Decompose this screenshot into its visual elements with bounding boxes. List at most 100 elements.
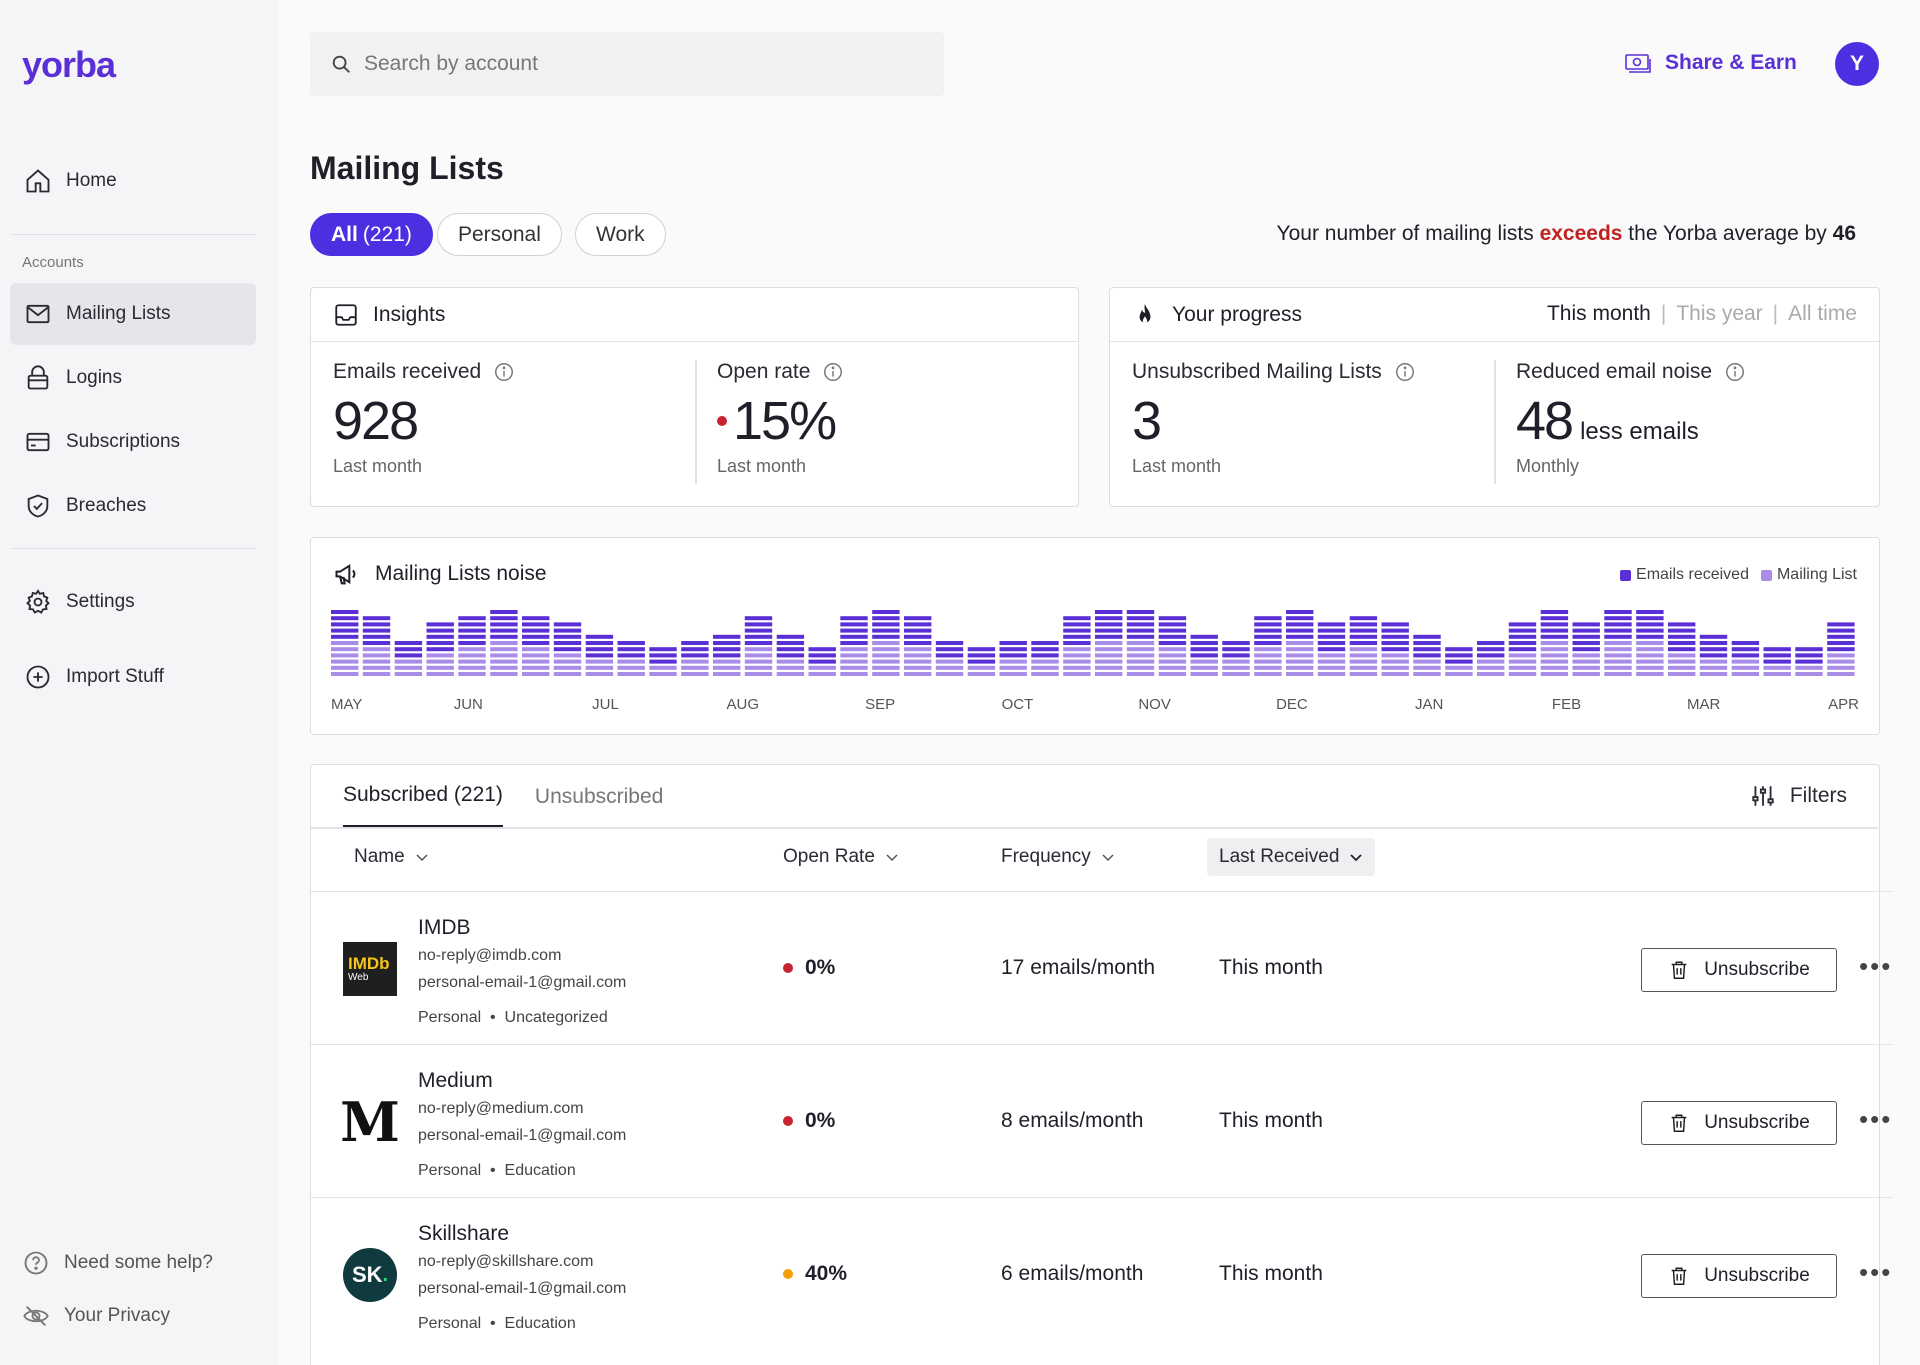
more-options-icon[interactable]: ••• <box>1859 1104 1893 1134</box>
noise-bar[interactable] <box>1063 616 1091 676</box>
noise-bar[interactable] <box>1095 610 1123 676</box>
noise-bar[interactable] <box>1254 616 1282 676</box>
noise-bar[interactable] <box>681 641 709 676</box>
noise-bar[interactable] <box>904 616 932 676</box>
noise-bar[interactable] <box>1540 610 1569 676</box>
noise-bar[interactable] <box>967 647 996 676</box>
noise-bar[interactable] <box>1413 634 1441 676</box>
noise-bar[interactable] <box>458 616 486 676</box>
period-this-month[interactable]: This month <box>1546 302 1651 325</box>
info-icon[interactable] <box>1724 361 1746 383</box>
column-header-last-received[interactable]: Last Received <box>1207 838 1376 876</box>
noise-bar[interactable] <box>1731 641 1760 676</box>
insights-header: Insights <box>311 288 1078 342</box>
table-row[interactable]: SK. Skillshare no-reply@skillshare.com p… <box>311 1197 1893 1350</box>
sidebar-item-logins[interactable]: Logins <box>10 347 256 409</box>
noise-bar[interactable] <box>1445 647 1473 676</box>
noise-bar[interactable] <box>1317 622 1346 676</box>
filter-chip-personal[interactable]: Personal <box>437 213 562 256</box>
tab-subscribed[interactable]: Subscribed (221) <box>343 783 503 827</box>
search-bar[interactable] <box>310 32 944 96</box>
info-icon[interactable] <box>493 361 515 383</box>
sidebar-item-breaches[interactable]: Breaches <box>10 475 256 537</box>
noise-bar[interactable] <box>1222 641 1250 676</box>
sidebar-item-home[interactable]: Home <box>10 150 256 212</box>
noise-bar-segment <box>1095 622 1123 627</box>
column-header-frequency[interactable]: Frequency <box>1001 846 1115 868</box>
noise-bar-segment <box>1668 665 1696 670</box>
noise-bar[interactable] <box>522 616 550 676</box>
noise-bar[interactable] <box>1349 616 1378 676</box>
column-header-name[interactable]: Name <box>354 846 429 868</box>
user-avatar[interactable]: Y <box>1835 42 1879 86</box>
more-options-icon[interactable]: ••• <box>1859 1257 1893 1287</box>
noise-bar[interactable] <box>776 634 805 676</box>
noise-bar[interactable] <box>331 610 359 676</box>
table-row[interactable]: IMDb Web IMDB no-reply@imdb.com personal… <box>311 891 1893 1044</box>
period-all-time[interactable]: All time <box>1788 302 1857 325</box>
noise-bar-segment <box>1063 647 1091 652</box>
noise-bar[interactable] <box>1604 610 1632 676</box>
noise-bar-segment <box>1572 665 1600 670</box>
noise-bar[interactable] <box>1699 634 1728 676</box>
noise-bar[interactable] <box>744 616 773 676</box>
account-email: personal-email-1@gmail.com <box>418 1127 627 1144</box>
noise-bar-segment <box>331 672 359 676</box>
help-link[interactable]: Need some help? <box>22 1249 213 1277</box>
noise-bar[interactable] <box>1636 610 1664 676</box>
yorba-logo[interactable]: yorba <box>22 44 116 85</box>
noise-bar[interactable] <box>1763 647 1791 676</box>
unsubscribe-button[interactable]: Unsubscribe <box>1641 948 1837 992</box>
filters-button[interactable]: Filters <box>1750 783 1847 809</box>
filter-chip-work[interactable]: Work <box>575 213 666 256</box>
search-input[interactable] <box>364 52 924 76</box>
noise-bar[interactable] <box>1381 622 1409 676</box>
metric-label: Unsubscribed Mailing Lists <box>1132 360 1382 383</box>
noise-bar[interactable] <box>649 647 677 676</box>
filter-chip-all[interactable]: All (221) <box>310 213 433 256</box>
noise-bar[interactable] <box>362 616 391 676</box>
sliders-icon <box>1752 786 1774 806</box>
noise-bar[interactable] <box>585 634 614 676</box>
tab-unsubscribed[interactable]: Unsubscribed <box>534 785 664 808</box>
noise-bar[interactable] <box>1031 641 1059 676</box>
noise-bar[interactable] <box>1158 616 1187 676</box>
noise-bar[interactable] <box>490 610 518 676</box>
noise-bar[interactable] <box>1286 610 1314 676</box>
noise-bar[interactable] <box>872 610 900 676</box>
noise-bar-segment <box>1349 672 1378 676</box>
column-header-open-rate[interactable]: Open Rate <box>783 846 899 868</box>
share-earn-button[interactable]: Share & Earn <box>1623 48 1797 78</box>
privacy-link[interactable]: Your Privacy <box>22 1302 170 1330</box>
noise-bar[interactable] <box>617 641 645 676</box>
noise-bar[interactable] <box>394 641 423 676</box>
noise-bar[interactable] <box>840 616 868 676</box>
sidebar-item-settings[interactable]: Settings <box>10 571 256 633</box>
noise-bar-segment <box>935 665 964 670</box>
noise-bar[interactable] <box>1795 647 1823 676</box>
noise-bar[interactable] <box>1190 634 1218 676</box>
table-row[interactable]: M Medium no-reply@medium.com personal-em… <box>311 1044 1893 1197</box>
unsubscribe-button[interactable]: Unsubscribe <box>1641 1101 1837 1145</box>
noise-bar[interactable] <box>426 622 454 676</box>
sidebar-item-mailing-lists[interactable]: Mailing Lists <box>10 283 256 345</box>
info-icon[interactable] <box>822 361 844 383</box>
noise-bar[interactable] <box>553 622 582 676</box>
noise-bar[interactable] <box>1477 641 1505 676</box>
noise-bar[interactable] <box>935 641 964 676</box>
noise-bar[interactable] <box>1508 622 1537 676</box>
period-this-year[interactable]: This year <box>1676 302 1763 325</box>
noise-bar[interactable] <box>1126 610 1155 676</box>
noise-bar[interactable] <box>1827 622 1855 676</box>
noise-bar[interactable] <box>999 641 1027 676</box>
more-options-icon[interactable]: ••• <box>1859 951 1893 981</box>
info-icon[interactable] <box>1394 361 1416 383</box>
noise-bar-segment <box>1317 641 1346 645</box>
noise-bar[interactable] <box>1668 622 1696 676</box>
noise-bar[interactable] <box>1572 622 1600 676</box>
unsubscribe-button[interactable]: Unsubscribe <box>1641 1254 1837 1298</box>
sidebar-item-subscriptions[interactable]: Subscriptions <box>10 411 256 473</box>
noise-bar[interactable] <box>713 634 741 676</box>
sidebar-item-import[interactable]: Import Stuff <box>10 646 256 708</box>
noise-bar[interactable] <box>808 647 836 676</box>
